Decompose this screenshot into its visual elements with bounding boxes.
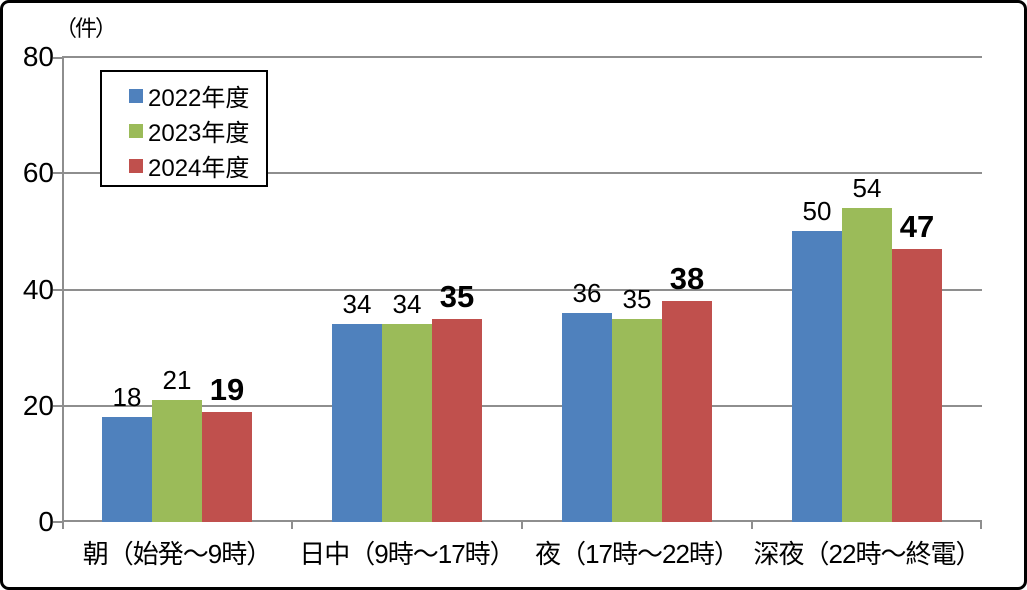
bar-2022年度-4 <box>792 231 842 522</box>
y-tick-mark <box>53 288 62 291</box>
y-tick-label: 80 <box>22 41 54 72</box>
bar-value-label: 34 <box>392 289 422 320</box>
legend-label: 2022年度 <box>148 85 250 112</box>
legend-label: 2023年度 <box>148 120 250 147</box>
bar-value-label: 34 <box>342 289 372 320</box>
legend-item: 2024年度 <box>129 148 266 183</box>
x-tick-mark <box>521 522 523 529</box>
y-axis-unit-label: （件） <box>55 16 117 41</box>
bar-value-label: 18 <box>112 382 142 413</box>
bar-2022年度-2 <box>332 324 382 522</box>
bar-value-label: 35 <box>622 283 652 314</box>
bar-value-label: 35 <box>439 278 475 314</box>
x-tick-mark <box>62 522 64 529</box>
legend: 2022年度 2023年度 2024年度 <box>100 70 268 187</box>
plot-area: 18 21 19 34 34 35 36 35 38 50 54 47 <box>53 56 982 529</box>
bar-2024年度-3 <box>662 301 712 522</box>
x-category-label: 日中（9時～17時） <box>299 539 515 569</box>
y-tick-label: 0 <box>38 506 54 537</box>
bar-2023年度-1 <box>152 399 202 522</box>
bar-value-label: 21 <box>162 364 192 395</box>
x-axis-line <box>62 520 982 522</box>
gridline-40 <box>62 288 982 291</box>
legend-item: 2023年度 <box>129 113 266 148</box>
x-category-label: 夜（17時～22時） <box>535 539 740 569</box>
gridline-80 <box>62 56 982 58</box>
bar-value-label: 38 <box>669 261 705 297</box>
bar-value-label: 50 <box>802 196 832 227</box>
gridline-20 <box>62 404 982 407</box>
bar-2023年度-3 <box>612 318 662 522</box>
bar-2022年度-1 <box>102 417 152 522</box>
y-tick-label: 20 <box>22 389 54 421</box>
bar-2024年度-2 <box>432 318 482 522</box>
bar-value-label: 19 <box>209 371 245 407</box>
x-category-label: 朝（始発～9時） <box>82 539 272 569</box>
legend-swatch-2024年度 <box>129 158 143 173</box>
x-category-label: 深夜（22時～終電） <box>753 539 982 569</box>
legend-swatch-2022年度 <box>129 88 143 103</box>
y-tick-label: 40 <box>22 273 54 305</box>
bar-2024年度-4 <box>892 248 942 522</box>
bar-2023年度-2 <box>382 324 432 522</box>
gridline-60 <box>62 172 982 175</box>
legend-label: 2024年度 <box>148 155 250 182</box>
y-axis-line <box>62 57 64 522</box>
y-tick-mark <box>53 404 62 407</box>
bar-value-label: 47 <box>899 208 935 244</box>
legend-swatch-2023年度 <box>129 123 143 138</box>
x-tick-mark <box>980 522 982 529</box>
x-tick-mark <box>291 522 293 529</box>
y-tick-mark <box>53 172 62 175</box>
x-tick-mark <box>751 522 753 529</box>
y-tick-mark <box>53 521 62 523</box>
bar-2022年度-3 <box>562 312 612 522</box>
bar-value-label: 36 <box>572 277 602 308</box>
y-tick-label: 60 <box>22 157 54 189</box>
bar-2024年度-1 <box>202 411 252 522</box>
y-tick-mark <box>53 57 62 59</box>
bar-2023年度-4 <box>842 208 892 522</box>
bar-value-label: 54 <box>852 173 882 204</box>
legend-item: 2022年度 <box>129 78 266 113</box>
